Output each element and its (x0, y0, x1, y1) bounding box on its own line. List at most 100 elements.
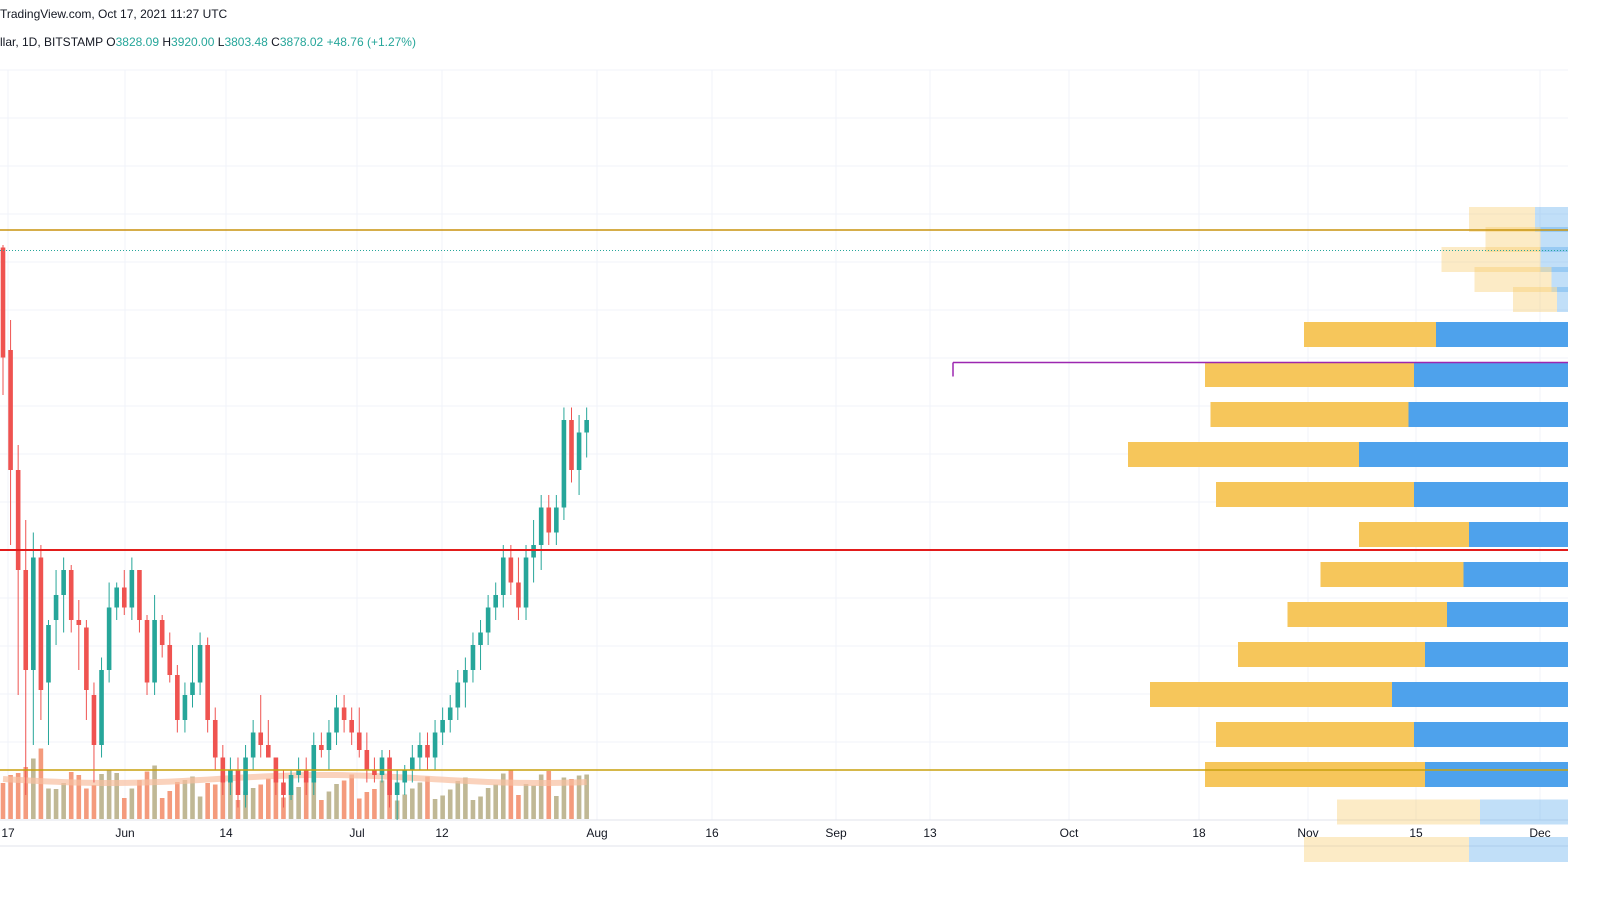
candle-body (584, 420, 589, 433)
volume-bar (447, 789, 453, 819)
candle-body (99, 670, 104, 745)
volume-bar (137, 780, 142, 819)
volume-profile-up (1304, 322, 1436, 347)
volume-profile-down (1557, 287, 1568, 312)
volume-profile-up (1359, 522, 1469, 547)
volume-bar (341, 780, 347, 819)
volume-bar (250, 788, 256, 819)
volume-profile-down (1414, 362, 1568, 387)
volume-profile-up (1128, 442, 1359, 467)
volume-bar (334, 784, 339, 819)
candle-body (341, 707, 347, 720)
open-label: O (106, 35, 116, 49)
candle-body (0, 247, 6, 358)
candle-body (356, 732, 362, 750)
volume-profile-up (1238, 642, 1425, 667)
candle-body (250, 732, 256, 758)
volume-bar (417, 782, 423, 819)
volume-bar (508, 770, 514, 819)
candle-body (493, 595, 498, 608)
candle-body (61, 570, 66, 595)
x-tick-label: Jun (115, 826, 134, 840)
volume-bar (402, 794, 408, 819)
volume-bar (84, 788, 89, 819)
candle-body (129, 570, 135, 608)
volume-profile-down (1535, 207, 1568, 232)
candle-body (46, 625, 51, 683)
volume-profile-up (1210, 402, 1409, 427)
high-value: 3920.00 (171, 35, 215, 49)
candle-body (432, 732, 438, 758)
candle-body (205, 645, 210, 720)
candle-body (167, 645, 173, 675)
candle-body (68, 570, 74, 620)
volume-profile-up (1205, 362, 1414, 387)
candle-body (334, 707, 339, 733)
volume-profile-up (1216, 722, 1414, 747)
candle-body (197, 645, 203, 683)
chart-source-line: TradingView.com, Oct 17, 2021 11:27 UTC (0, 7, 227, 21)
x-tick-label: Nov (1297, 826, 1318, 840)
volume-bars (0, 748, 589, 819)
x-tick-label: 18 (1192, 826, 1206, 840)
candle-body (91, 695, 97, 745)
volume-bar (197, 796, 203, 819)
x-tick-label: 12 (435, 826, 449, 840)
candle-body (379, 757, 385, 775)
volume-bar (76, 775, 82, 819)
volume-profile-down (1463, 562, 1568, 587)
candle-body (478, 632, 483, 645)
volume-profile-up (1469, 207, 1535, 232)
volume-profile-down (1408, 402, 1568, 427)
candle-body (387, 757, 392, 795)
volume-bar (91, 785, 97, 819)
close-value: 3878.02 (279, 35, 324, 49)
candle-body (137, 570, 142, 620)
source-text: TradingView.com, Oct 17, 2021 11:27 UTC (0, 7, 228, 21)
candle-body (402, 770, 408, 783)
candle-body (121, 587, 127, 608)
volume-bar (228, 777, 233, 819)
volume-bar (485, 788, 491, 819)
volume-profile-up (1485, 227, 1541, 252)
volume-bar (440, 795, 445, 819)
candle-body (106, 607, 112, 670)
volume-bar (266, 778, 271, 819)
volume-bar (425, 776, 430, 819)
volume-bar (31, 758, 36, 819)
volume-bar (531, 785, 536, 819)
horizontal-levels (0, 229, 1568, 771)
volume-profile-down (1540, 247, 1568, 272)
candle-body (84, 627, 89, 690)
candle-body (190, 682, 195, 695)
volume-bar (106, 770, 112, 819)
candle-body (516, 582, 521, 608)
open-value: 3828.09 (115, 35, 159, 49)
volume-bar (258, 784, 264, 819)
candle-body (463, 670, 468, 683)
x-tick-label: 13 (923, 826, 937, 840)
candles (0, 245, 589, 820)
volume-profile-up (1337, 799, 1480, 825)
x-tick-label: Sep (825, 826, 847, 840)
candle-body (523, 557, 529, 608)
volume-bar (516, 795, 521, 819)
volume-profile-up (1441, 247, 1541, 272)
low-label: L (217, 35, 225, 49)
volume-bar (319, 800, 324, 819)
ohlc-legend: llar, 1D, BITSTAMP O3828.09 H3920.00 L38… (0, 35, 416, 49)
candle-body (311, 745, 317, 783)
volume-bar (500, 773, 506, 819)
volume-bar (15, 773, 21, 819)
candle-body (470, 645, 476, 670)
candle-body (23, 570, 29, 670)
volume-bar (493, 784, 498, 819)
candle-body (288, 775, 294, 795)
candle-body (417, 745, 423, 758)
x-tick-label: Jul (349, 826, 364, 840)
volume-bar (235, 800, 241, 819)
volume-bar (538, 774, 544, 819)
candle-body (15, 470, 21, 570)
volume-bar (463, 777, 468, 819)
